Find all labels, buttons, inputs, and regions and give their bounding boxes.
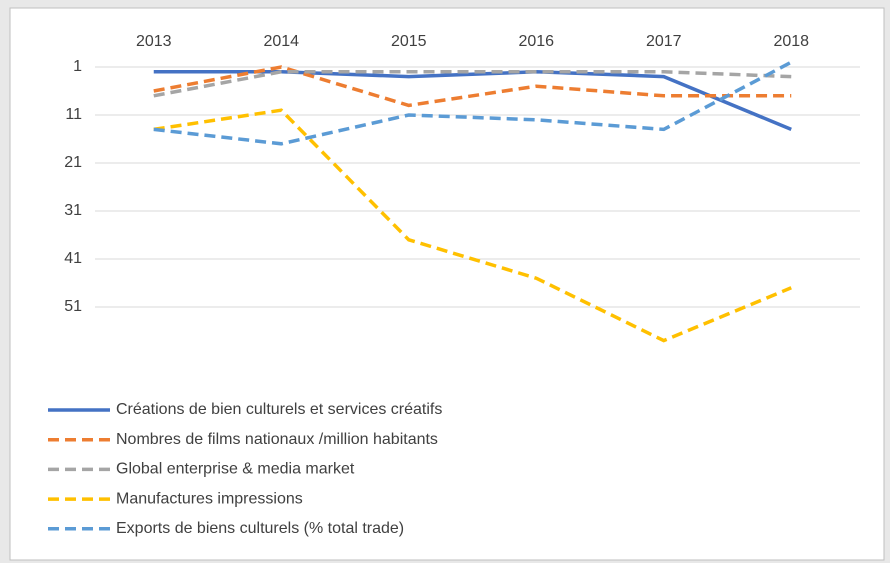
legend-label: Manufactures impressions <box>116 490 303 507</box>
y-tick-label: 41 <box>64 250 82 267</box>
x-tick-label: 2016 <box>518 33 554 50</box>
x-tick-label: 2018 <box>773 33 809 50</box>
series-line <box>153 108 792 343</box>
y-tick-label: 51 <box>64 298 82 315</box>
legend-label: Exports de biens culturels (% total trad… <box>116 520 404 537</box>
legend-label: Global enterprise & media market <box>116 461 355 478</box>
legend-label: Créations de bien culturels et services … <box>116 401 442 418</box>
series-line <box>153 60 793 146</box>
y-tick-label: 31 <box>64 202 82 219</box>
series-line <box>153 70 792 98</box>
legend-label: Nombres de films nationaux /million habi… <box>116 431 438 448</box>
y-tick-label: 21 <box>64 154 82 171</box>
x-tick-label: 2015 <box>391 33 427 50</box>
x-tick-label: 2014 <box>263 33 299 50</box>
series-line <box>153 65 792 108</box>
chart-frame <box>9 7 885 561</box>
y-tick-label: 1 <box>73 58 82 75</box>
y-tick-label: 11 <box>65 106 82 123</box>
x-tick-label: 2013 <box>136 33 172 50</box>
x-tick-label: 2017 <box>646 33 682 50</box>
